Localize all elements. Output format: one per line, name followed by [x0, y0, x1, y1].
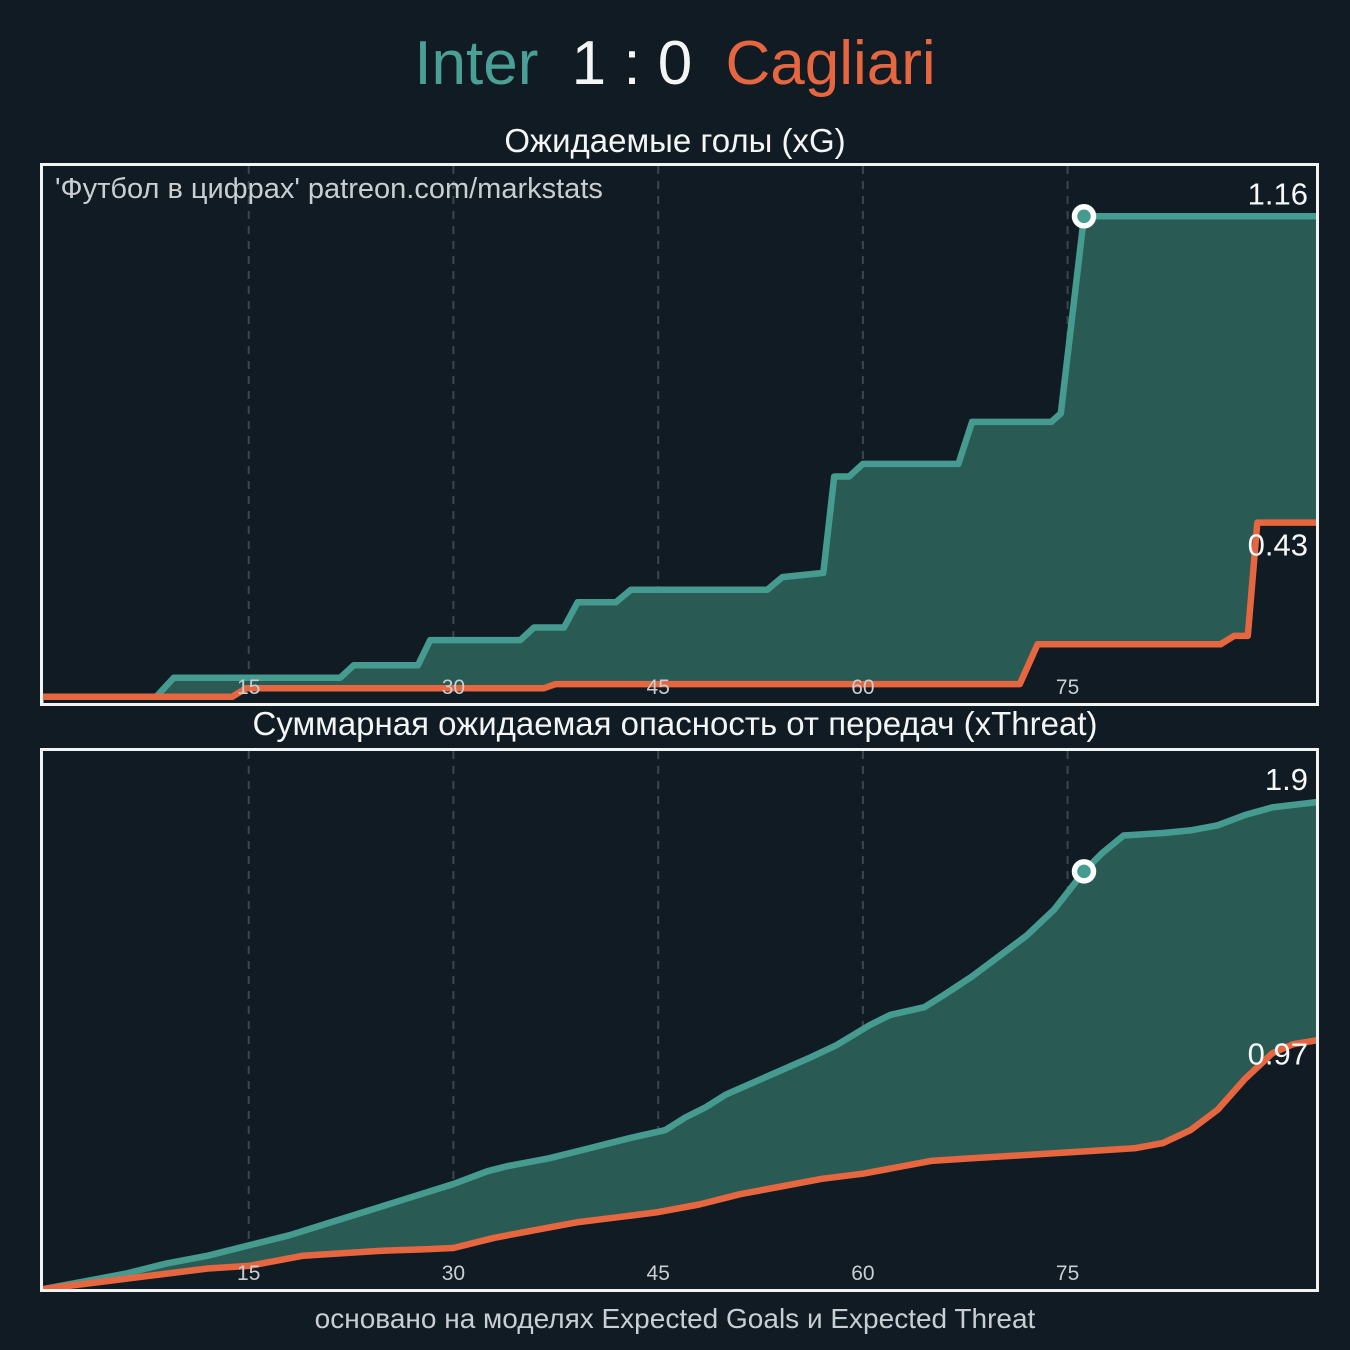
watermark: 'Футбол в цифрах' patreon.com/markstats	[55, 173, 603, 205]
away-line	[43, 1037, 1316, 1289]
home-final-value-label: 1.9	[1265, 762, 1308, 797]
home-area	[44, 216, 1316, 703]
goal-marker	[1071, 859, 1097, 884]
x-tick-label-15: 15	[237, 1262, 260, 1285]
home-line	[43, 798, 1316, 1289]
x-tick-label-60: 60	[851, 676, 874, 699]
away-team-name: Cagliari	[725, 29, 936, 98]
x-tick-label-30: 30	[442, 676, 465, 699]
xg-chart-panel: 'Футбол в цифрах' patreon.com/markstats …	[40, 163, 1319, 706]
footer-note: основано на моделях Expected Goals и Exp…	[314, 1303, 1036, 1334]
xthreat-chart-title: Суммарная ожидаемая опасность от передач…	[252, 705, 1098, 742]
home-line	[43, 213, 1316, 703]
x-tick-label-60: 60	[851, 1262, 874, 1285]
xg-chart: 15 30 45 60 75 1.16 0.43	[43, 166, 1316, 703]
x-tick-label-75: 75	[1056, 1262, 1079, 1285]
xthreat-chart: 15 30 45 60 75 1.9 0.97	[43, 751, 1316, 1289]
x-tick-label-45: 45	[647, 676, 670, 699]
away-area	[44, 522, 1316, 703]
away-final-value-label: 0.97	[1248, 1037, 1308, 1072]
xthreat-chart-panel: 15 30 45 60 75 1.9 0.97	[40, 748, 1319, 1292]
match-title: Inter 1 : 0 Cagliari	[0, 28, 1350, 99]
x-tick-label-75: 75	[1056, 676, 1079, 699]
away-line	[43, 519, 1316, 700]
home-team-name: Inter	[414, 29, 539, 98]
away-final-value-label: 0.43	[1248, 528, 1308, 563]
goal-marker	[1071, 204, 1097, 229]
x-tick-label-30: 30	[442, 1262, 465, 1285]
match-score: 1 : 0	[571, 29, 693, 98]
x-tick-label-45: 45	[647, 1262, 670, 1285]
xg-chart-title: Ожидаемые голы (xG)	[504, 122, 846, 159]
x-tick-label-15: 15	[237, 676, 260, 699]
away-area	[44, 1040, 1316, 1289]
home-final-value-label: 1.16	[1248, 176, 1308, 211]
